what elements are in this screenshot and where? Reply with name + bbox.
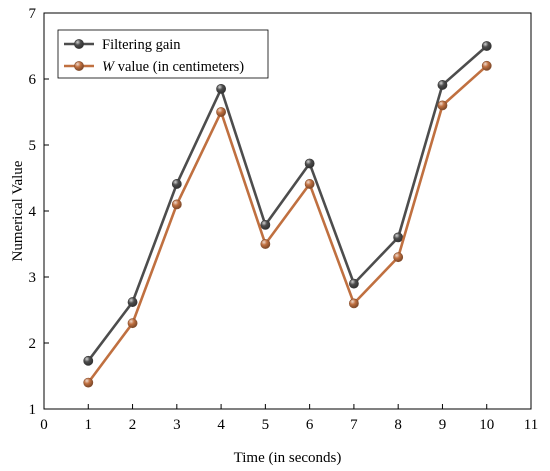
y-tick-label: 4	[29, 204, 37, 220]
y-tick-label: 6	[29, 72, 37, 88]
legend-box	[57, 29, 269, 79]
x-tick-label: 5	[262, 417, 270, 433]
series-line	[87, 45, 488, 362]
legend-item: W value (in centimeters)	[64, 59, 244, 75]
data-point	[216, 84, 226, 94]
data-point	[437, 100, 448, 111]
series-0	[83, 41, 492, 366]
x-tick-label: 11	[524, 417, 538, 433]
y-axis-title: Numerical Value	[10, 160, 26, 261]
data-point	[349, 298, 359, 309]
legend-item: Filtering gain	[64, 37, 181, 53]
series-1	[83, 60, 492, 388]
legend-swatch-marker	[74, 39, 84, 49]
x-tick-label: 10	[479, 417, 494, 433]
data-point	[304, 158, 315, 169]
x-tick-label: 9	[439, 417, 447, 433]
x-tick-label: 7	[350, 417, 358, 433]
x-tick-label: 0	[40, 417, 48, 433]
data-point	[393, 252, 404, 263]
x-axis: 0 1 2 3 4 5 6 7 8 9 10 11	[40, 404, 538, 433]
data-point	[481, 60, 492, 71]
data-point	[481, 41, 492, 51]
data-point	[127, 318, 138, 329]
data-point	[437, 80, 448, 90]
y-axis: 1 2 3 4 5 6 7	[29, 6, 49, 418]
data-point	[260, 219, 271, 230]
x-tick-label: 8	[394, 417, 402, 433]
data-point	[304, 179, 315, 189]
series-line	[87, 64, 488, 384]
y-tick-label: 3	[29, 270, 37, 286]
data-point	[171, 199, 182, 210]
x-tick-label: 2	[129, 417, 137, 433]
x-tick-label: 3	[173, 417, 181, 433]
series-layer	[83, 41, 492, 388]
data-point	[171, 179, 182, 189]
data-point	[216, 107, 226, 117]
legend-label: W value (in centimeters)	[102, 59, 244, 75]
legend-label: Filtering gain	[102, 37, 181, 53]
legend-swatch-marker	[74, 61, 84, 71]
data-point	[260, 239, 271, 249]
legend: Filtering gain W value (in centimeters)	[57, 29, 269, 79]
y-tick-label: 5	[29, 138, 37, 154]
y-tick-label: 2	[29, 336, 37, 352]
x-tick-label: 6	[306, 417, 314, 433]
y-tick-label: 7	[29, 6, 37, 22]
x-tick-label: 1	[85, 417, 93, 433]
x-axis-title: Time (in seconds)	[234, 450, 342, 466]
data-point	[83, 377, 94, 388]
x-tick-label: 4	[217, 417, 225, 433]
y-tick-label: 1	[29, 402, 37, 418]
data-point	[393, 232, 404, 243]
data-point	[83, 355, 94, 366]
data-point	[127, 297, 138, 307]
data-point	[349, 278, 359, 289]
